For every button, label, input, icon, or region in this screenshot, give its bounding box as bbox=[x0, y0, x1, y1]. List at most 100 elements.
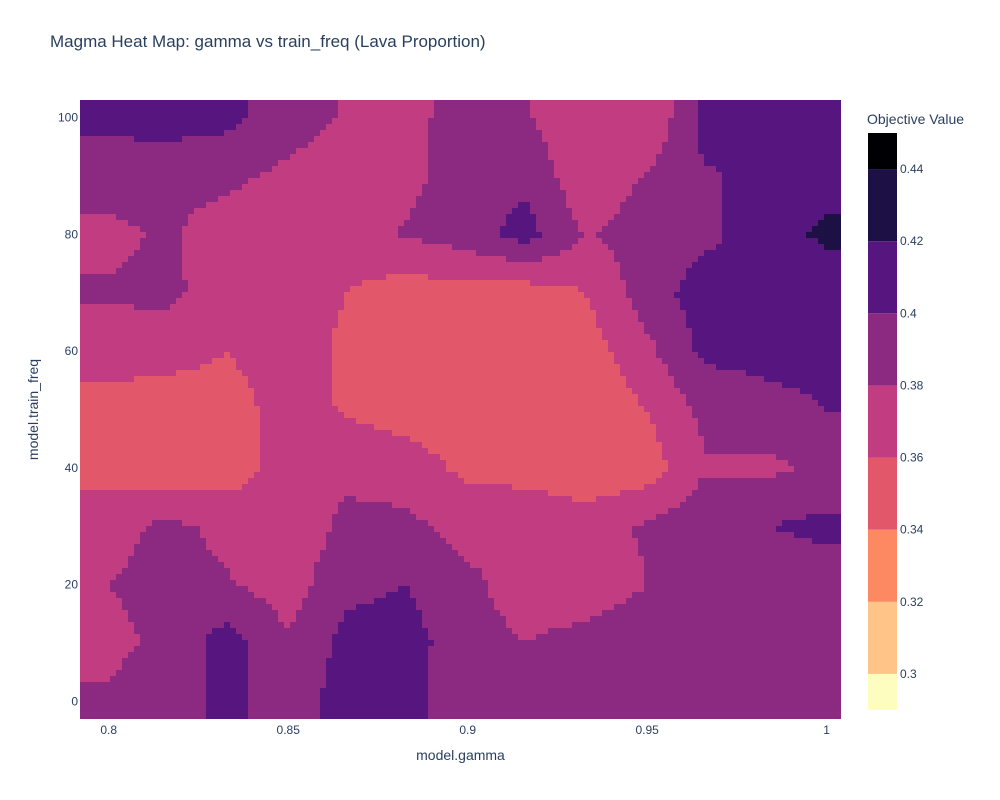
heatmap-cell bbox=[278, 598, 285, 605]
heatmap-cell bbox=[200, 172, 207, 179]
heatmap-cell bbox=[122, 370, 129, 377]
heatmap-cell bbox=[140, 160, 147, 167]
heatmap-cell bbox=[356, 172, 363, 179]
heatmap-cell bbox=[260, 460, 267, 467]
heatmap-cell bbox=[230, 562, 237, 569]
heatmap-cell bbox=[260, 598, 267, 605]
heatmap-cell bbox=[248, 682, 255, 689]
heatmap-cell bbox=[338, 688, 345, 695]
heatmap-cell bbox=[218, 568, 225, 575]
heatmap-cell bbox=[350, 430, 357, 437]
heatmap-cell bbox=[266, 424, 273, 431]
heatmap-cell bbox=[212, 352, 219, 359]
heatmap-cell bbox=[134, 700, 141, 707]
heatmap-cell bbox=[332, 214, 339, 221]
heatmap-cell bbox=[80, 712, 87, 719]
heatmap-cell bbox=[98, 418, 105, 425]
heatmap-cell bbox=[338, 352, 345, 359]
heatmap-cell bbox=[314, 154, 321, 161]
heatmap-cell bbox=[314, 670, 321, 677]
heatmap-cell bbox=[284, 694, 291, 701]
heatmap-cell bbox=[104, 160, 111, 167]
heatmap-cell bbox=[338, 280, 345, 287]
heatmap-cell bbox=[206, 598, 213, 605]
heatmap-cell bbox=[116, 622, 123, 629]
heatmap-cell bbox=[356, 112, 363, 119]
heatmap-cell bbox=[362, 160, 369, 167]
heatmap-cell bbox=[224, 646, 231, 653]
heatmap-cell bbox=[314, 268, 321, 275]
heatmap-cell bbox=[224, 148, 231, 155]
heatmap-cell bbox=[308, 214, 315, 221]
heatmap-cell bbox=[296, 352, 303, 359]
heatmap-cell bbox=[266, 592, 273, 599]
heatmap-cell bbox=[116, 664, 123, 671]
heatmap-cell bbox=[218, 358, 225, 365]
heatmap-cell bbox=[80, 130, 87, 137]
heatmap-cell bbox=[80, 394, 87, 401]
heatmap-cell bbox=[344, 250, 351, 257]
heatmap-cell bbox=[248, 616, 255, 623]
heatmap-cell bbox=[284, 406, 291, 413]
heatmap-cell bbox=[290, 466, 297, 473]
heatmap-cell bbox=[278, 304, 285, 311]
heatmap-cell bbox=[296, 388, 303, 395]
heatmap-cell bbox=[224, 544, 231, 551]
heatmap-cell bbox=[326, 382, 333, 389]
heatmap-cell bbox=[362, 106, 369, 113]
heatmap-cell bbox=[338, 694, 345, 701]
heatmap-cell bbox=[296, 640, 303, 647]
heatmap-cell bbox=[188, 610, 195, 617]
heatmap-cell bbox=[146, 166, 153, 173]
heatmap-cell bbox=[170, 154, 177, 161]
heatmap-cell bbox=[272, 274, 279, 281]
heatmap-cell bbox=[260, 364, 267, 371]
heatmap-cell bbox=[350, 268, 357, 275]
heatmap-cell bbox=[212, 388, 219, 395]
heatmap-cell bbox=[230, 412, 237, 419]
heatmap-cell bbox=[176, 166, 183, 173]
heatmap-cell bbox=[110, 418, 117, 425]
heatmap-cell bbox=[302, 124, 309, 131]
heatmap-cell bbox=[200, 646, 207, 653]
heatmap-cell bbox=[200, 514, 207, 521]
heatmap-cell bbox=[140, 436, 147, 443]
heatmap-cell bbox=[254, 490, 261, 497]
heatmap-cell bbox=[356, 184, 363, 191]
heatmap-cell bbox=[248, 280, 255, 287]
heatmap-cell bbox=[188, 550, 195, 557]
heatmap-cell bbox=[116, 154, 123, 161]
heatmap-cell bbox=[224, 400, 231, 407]
heatmap-cell bbox=[308, 262, 315, 269]
heatmap-cell bbox=[170, 364, 177, 371]
heatmap-cell bbox=[170, 232, 177, 239]
heatmap-cell bbox=[206, 286, 213, 293]
heatmap-cell bbox=[170, 676, 177, 683]
heatmap-cell bbox=[110, 556, 117, 563]
heatmap-cell bbox=[284, 106, 291, 113]
heatmap-cell bbox=[356, 646, 363, 653]
heatmap-cell bbox=[134, 514, 141, 521]
heatmap-cell bbox=[356, 454, 363, 461]
heatmap-cell bbox=[200, 238, 207, 245]
heatmap-cell bbox=[212, 598, 219, 605]
heatmap-cell bbox=[284, 520, 291, 527]
heatmap-cell bbox=[188, 478, 195, 485]
heatmap-cell bbox=[218, 196, 225, 203]
heatmap-cell bbox=[254, 598, 261, 605]
heatmap-cell bbox=[140, 712, 147, 719]
heatmap-cell bbox=[272, 694, 279, 701]
heatmap-cell bbox=[164, 160, 171, 167]
heatmap-cell bbox=[128, 130, 135, 137]
heatmap-cell bbox=[146, 382, 153, 389]
heatmap-cell bbox=[332, 508, 339, 515]
heatmap-cell bbox=[224, 490, 231, 497]
heatmap-cell bbox=[266, 628, 273, 635]
heatmap-cell bbox=[152, 304, 159, 311]
heatmap-cell bbox=[188, 700, 195, 707]
heatmap-cell bbox=[278, 100, 285, 107]
heatmap-cell bbox=[308, 256, 315, 263]
heatmap-cell bbox=[164, 232, 171, 239]
heatmap-cell bbox=[188, 160, 195, 167]
heatmap-cell bbox=[116, 526, 123, 533]
